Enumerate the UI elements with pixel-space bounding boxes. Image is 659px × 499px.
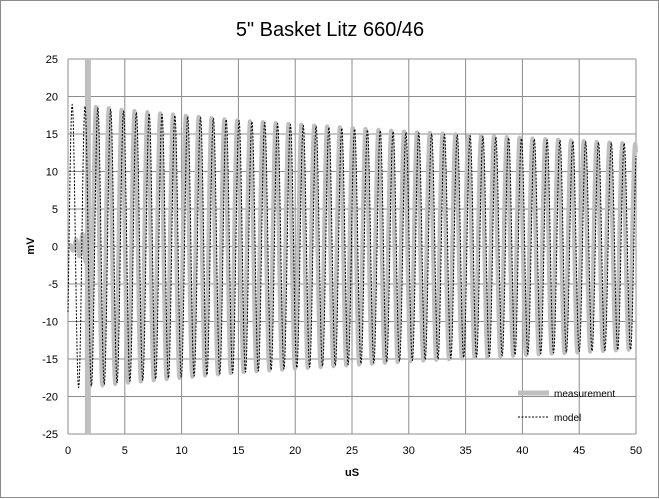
y-axis-title: mV — [25, 237, 37, 255]
series-measurement-line — [66, 104, 638, 389]
x-tick-label: 15 — [232, 445, 244, 457]
y-tick-label: -25 — [42, 429, 58, 441]
x-tick-label: 50 — [630, 445, 642, 457]
y-tick-label: -5 — [48, 279, 58, 291]
y-tick-label: -15 — [42, 354, 58, 366]
legend-model-label: model — [554, 413, 581, 424]
x-axis-title: uS — [345, 467, 359, 479]
x-tick-label: 45 — [573, 445, 585, 457]
legend: measurement model — [518, 389, 615, 424]
series-layer — [66, 59, 638, 434]
x-tick-label: 5 — [122, 445, 128, 457]
y-tick-label: 0 — [52, 242, 58, 254]
x-tick-label: 10 — [175, 445, 187, 457]
y-tick-label: 20 — [46, 92, 58, 104]
x-tick-label: 40 — [516, 445, 528, 457]
y-tick-label: 15 — [46, 129, 58, 141]
y-tick-label: -10 — [42, 317, 58, 329]
series-model-line — [67, 103, 637, 389]
y-tick-label: 10 — [46, 167, 58, 179]
x-tick-label: 0 — [65, 445, 71, 457]
x-tick-label: 20 — [289, 445, 301, 457]
y-tick-label: 25 — [46, 54, 58, 66]
x-tick-label: 25 — [346, 445, 358, 457]
y-tick-label: 5 — [52, 204, 58, 216]
y-tick-label: -20 — [42, 392, 58, 404]
x-tick-label: 30 — [403, 445, 415, 457]
x-tick-label: 35 — [459, 445, 471, 457]
chart-title: 5" Basket Litz 660/46 — [236, 19, 424, 41]
legend-measurement-label: measurement — [554, 389, 615, 400]
